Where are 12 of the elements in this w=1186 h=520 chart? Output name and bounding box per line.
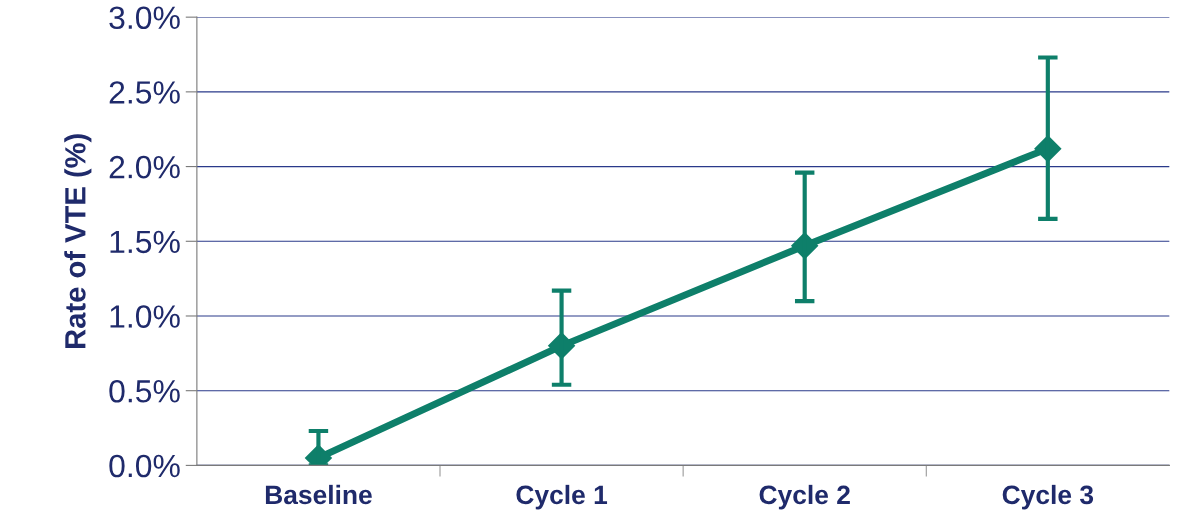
- x-tick-label: Cycle 3: [1002, 484, 1094, 510]
- y-tick-label: 1.5%: [110, 230, 180, 254]
- x-tick-label: Cycle 2: [759, 484, 850, 510]
- y-tick-label: 0.0%: [109, 454, 180, 478]
- y-tick-label: 3.0%: [109, 6, 180, 30]
- y-tick-label: 0.5%: [109, 379, 180, 403]
- y-axis-title: Rate of VTE (%): [64, 134, 92, 348]
- y-tick-label: 2.0%: [109, 155, 180, 179]
- y-tick-label: 1.0%: [110, 305, 180, 328]
- x-tick-label: Cycle 1: [516, 484, 608, 510]
- x-tick-label: Baseline: [265, 484, 372, 505]
- y-tick-label: 2.5%: [109, 81, 180, 104]
